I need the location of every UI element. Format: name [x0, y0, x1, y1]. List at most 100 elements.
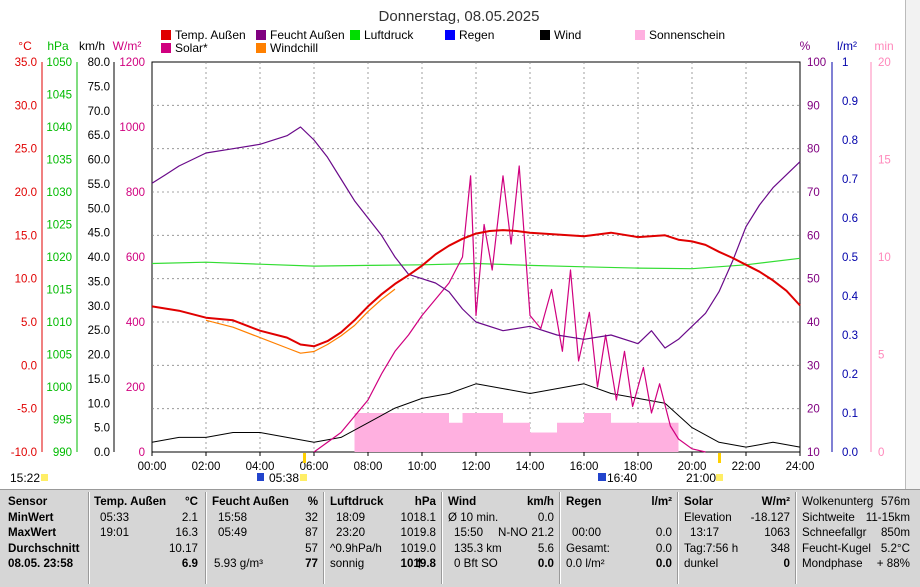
tick-label: 1010: [46, 317, 72, 329]
x-tick-label: 22:00: [732, 461, 761, 473]
legend-label: Sonnenschein: [649, 28, 725, 42]
tick-label: 5.0: [21, 317, 37, 329]
legend-item: Luftdruck: [350, 28, 414, 42]
tick-label: 0.1: [842, 408, 858, 420]
x-tick-label: 08:00: [354, 461, 383, 473]
legend-swatch: [445, 30, 455, 40]
tick-label: 5.0: [94, 423, 110, 435]
rain-current: 0.0: [655, 557, 672, 570]
weather-chart: Donnerstag, 08.05.2025 Temp. Außen Feucht…: [10, 8, 894, 485]
pressure-trend: ^0.9hPa/h: [330, 541, 382, 555]
axis-wm2: 1200 1000 800 600 400 200 0: [119, 57, 145, 459]
temp-max-value: 16.3: [175, 526, 198, 539]
marker-sunrise: 05:38: [269, 471, 299, 485]
tick-label: 10: [807, 447, 820, 459]
legend-swatch: [161, 30, 171, 40]
wind-unit: km/h: [526, 495, 554, 508]
marker-sunset: 21:00: [686, 471, 716, 485]
axis-hpa: 1050 1045 1040 1035 1030 1025 1020 1015 1010 1005…: [46, 57, 72, 459]
axis-unit-label: l/m²: [837, 39, 857, 53]
solar-header: Solar: [684, 495, 713, 508]
pressure-current: 1019.8: [400, 557, 436, 570]
wind-distance: 135.3 km: [454, 541, 502, 555]
axis-unit-label: W/m²: [113, 39, 142, 53]
x-tick-label: 14:00: [516, 461, 545, 473]
tick-label: 80.0: [88, 57, 110, 69]
humidity-avg: 57: [305, 541, 318, 555]
solar-column: Solar W/m² Elevation -18.127 13:17 1063 Tag…: [684, 494, 790, 572]
pressure-max-value: 1019.8: [400, 526, 436, 539]
legend-item: Regen: [445, 28, 494, 42]
tick-label: 60.0: [88, 155, 110, 167]
tick-label: 15: [878, 155, 891, 167]
wind-gust-direction: N-NO: [498, 526, 528, 539]
pressure-unit: hPa: [414, 495, 436, 508]
tick-label: 1: [842, 57, 848, 69]
sunrise-icon: [257, 473, 264, 481]
sunshine-bar: [584, 413, 611, 452]
legend-item: Temp. Außen: [161, 28, 246, 42]
sunrise-tick: [303, 453, 306, 463]
rain-time: 00:00: [572, 526, 602, 539]
legend-label: Regen: [459, 28, 494, 42]
humidity-min-time: 15:58: [218, 510, 248, 524]
series-windchill: [205, 288, 396, 354]
x-tick-label: 20:00: [678, 461, 707, 473]
sun-icon: [41, 474, 48, 481]
rain-value: 0.0: [655, 526, 672, 539]
pressure-min-time: 18:09: [336, 510, 366, 524]
axis-kmh: 80.0 75.0 70.0 65.0 60.0 55.0 50.0 45.0 40.0 35.0…: [88, 57, 110, 459]
humidity-header: Feucht Außen: [212, 495, 289, 508]
legend-item: Solar*: [161, 41, 208, 55]
tick-label: 15.0: [15, 230, 37, 242]
legend-label: Wind: [554, 28, 581, 42]
tick-label: 45.0: [88, 228, 110, 240]
tick-label: 1035: [46, 155, 72, 167]
tick-label: 0.0: [842, 447, 858, 459]
pressure-column: Luftdruck hPa 18:09 1018.1 23:20 1019.8 ^0.…: [330, 494, 436, 572]
x-tick-label: 06:00: [300, 461, 329, 473]
sunshine-bar: [665, 422, 679, 452]
legend-item: Feucht Außen: [256, 28, 345, 42]
moon-icon: [598, 473, 606, 481]
tick-label: 10: [878, 252, 891, 264]
legend-swatch: [256, 30, 266, 40]
legend-label: Temp. Außen: [175, 28, 246, 42]
tick-label: 65.0: [88, 130, 110, 142]
humidity-max-value: 87: [305, 526, 318, 539]
tick-label: 25.0: [88, 325, 110, 337]
durchschnitt-label: Durchschnitt: [8, 541, 80, 555]
window-edge: [905, 0, 920, 489]
tick-label: 0: [878, 447, 884, 459]
axis-unit-label: km/h: [79, 39, 105, 53]
sunshine-bar: [530, 432, 557, 452]
tick-label: 75.0: [88, 81, 110, 93]
axis-pct: 100 90 80 70 60 50 40 30 20 10: [807, 57, 826, 459]
sensor-column: Sensor MinWert MaxWert Durchschnitt 08.0…: [8, 494, 88, 572]
x-tick-label: 24:00: [786, 461, 815, 473]
series-temp: [151, 229, 801, 348]
tick-label: 30: [807, 360, 820, 372]
humidity-column: Feucht Außen% 15:58 32 05:49 87 57 5.93 g/…: [212, 494, 318, 572]
tick-label: 1050: [46, 57, 72, 69]
temp-unit: °C: [184, 495, 198, 508]
rain-total: 0.0: [655, 541, 672, 555]
tick-label: 30.0: [88, 301, 110, 313]
tick-label: 100: [807, 57, 826, 69]
tick-label: 0.0: [21, 360, 37, 372]
tick-label: 50: [807, 274, 820, 286]
rain-total-label: Gesamt:: [566, 541, 610, 555]
tick-label: 0: [139, 447, 145, 459]
tick-label: 40: [807, 317, 820, 329]
extra-value: 11-15km: [865, 510, 910, 524]
sunshine-bar: [368, 413, 395, 452]
series-sonnenschein: [354, 413, 679, 452]
pressure-min-value: 1018.1: [400, 510, 436, 524]
x-tick-label: 00:00: [138, 461, 167, 473]
rain-header: Regen: [566, 495, 602, 508]
x-tick-label: 18:00: [624, 461, 653, 473]
temp-min-time: 05:33: [100, 510, 130, 524]
tick-label: 0.3: [842, 330, 858, 342]
solar-max-time: 13:17: [690, 526, 720, 539]
tick-label: 15.0: [88, 374, 110, 386]
